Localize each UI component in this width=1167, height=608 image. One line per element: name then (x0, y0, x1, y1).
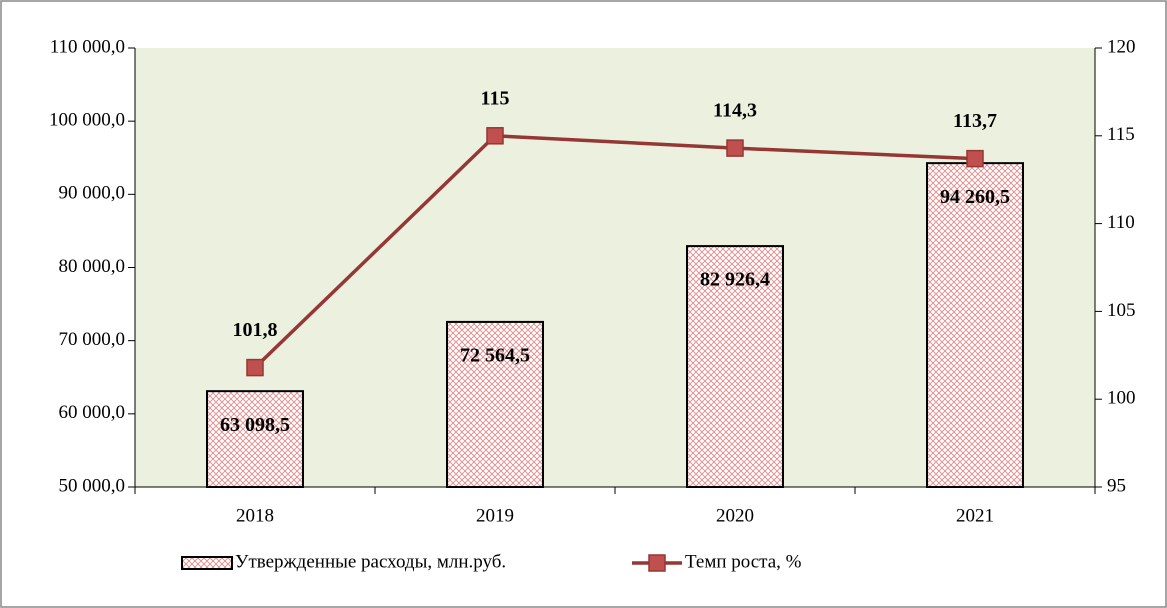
legend-label: Темп роста, % (685, 551, 802, 572)
line-marker (966, 149, 984, 168)
bar (926, 162, 1024, 488)
x-tick-label: 2019 (476, 505, 514, 526)
legend-label: Утвержденные расходы, млн.руб. (235, 551, 506, 572)
bar-value-label: 82 926,4 (700, 269, 770, 291)
y2-tick-label: 105 (1107, 300, 1136, 321)
y2-tick-label: 110 (1107, 212, 1135, 233)
x-tick-label: 2018 (236, 505, 274, 526)
bar (686, 245, 784, 488)
x-tick-label: 2021 (956, 505, 994, 526)
y2-tick-label: 115 (1107, 124, 1135, 145)
y-tick-label: 60 000,0 (59, 402, 126, 423)
bar-value-label: 63 098,5 (220, 414, 290, 436)
line-value-label: 101,8 (233, 319, 278, 341)
y-tick-label: 90 000,0 (59, 183, 126, 204)
bar-value-label: 72 564,5 (460, 344, 530, 366)
bar (446, 320, 544, 488)
line-value-label: 115 (481, 87, 510, 109)
line-value-label: 114,3 (713, 100, 757, 122)
y2-tick-label: 100 (1107, 388, 1136, 409)
y-tick-label: 70 000,0 (59, 329, 126, 350)
y-tick-label: 100 000,0 (49, 110, 125, 131)
legend-swatch (181, 556, 233, 570)
line (253, 134, 976, 369)
y2-tick-label: 95 (1107, 475, 1126, 496)
line-value-label: 113,7 (953, 110, 997, 132)
y-tick-label: 50 000,0 (59, 475, 126, 496)
line-marker (486, 127, 504, 145)
line-marker (246, 358, 264, 377)
bar-value-label: 94 260,5 (940, 186, 1010, 208)
x-tick-label: 2020 (716, 505, 754, 526)
bar (206, 390, 304, 488)
y2-tick-label: 120 (1107, 36, 1136, 57)
legend-marker (648, 554, 666, 572)
y-tick-label: 80 000,0 (59, 256, 126, 277)
line-marker (726, 139, 744, 157)
y-tick-label: 110 000,0 (50, 36, 125, 57)
